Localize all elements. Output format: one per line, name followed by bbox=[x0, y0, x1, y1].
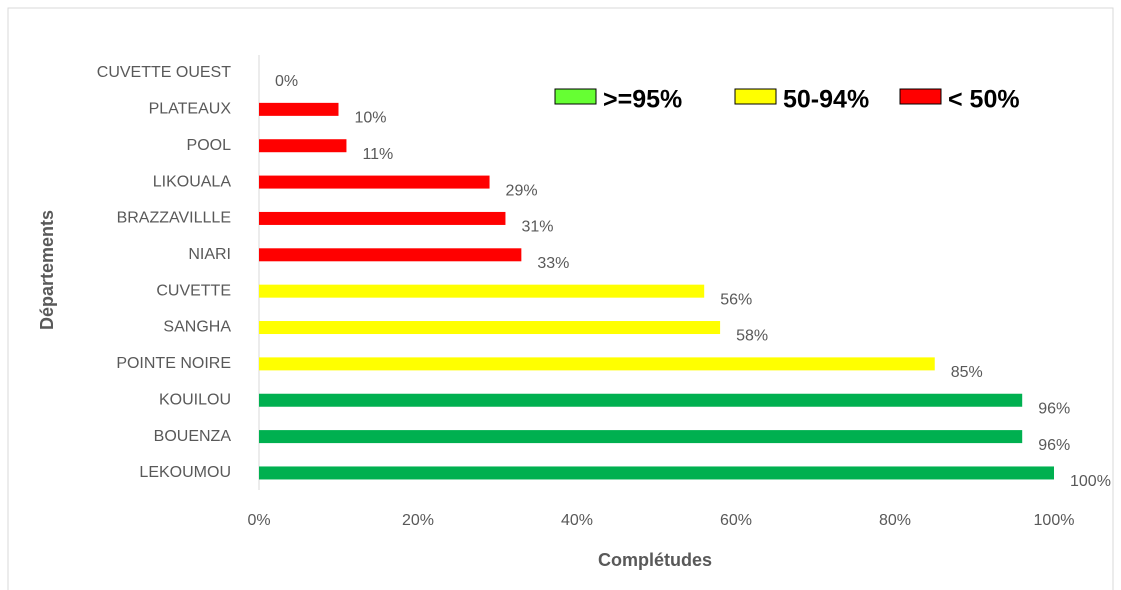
legend-swatch bbox=[554, 88, 597, 105]
bar bbox=[259, 357, 935, 371]
y-tick-label: PLATEAUX bbox=[149, 101, 232, 118]
y-tick-label: NIARI bbox=[188, 246, 231, 263]
y-tick-label: CUVETTE OUEST bbox=[97, 64, 231, 81]
bar bbox=[259, 175, 490, 189]
x-tick-label: 60% bbox=[720, 512, 752, 529]
y-tick-label: LIKOUALA bbox=[153, 173, 232, 190]
legend-label: < 50% bbox=[948, 86, 1020, 114]
data-label: 11% bbox=[362, 146, 393, 163]
data-label: 0% bbox=[275, 73, 298, 90]
bar bbox=[259, 430, 1023, 444]
data-label: 100% bbox=[1070, 473, 1111, 490]
data-label: 31% bbox=[521, 219, 553, 236]
y-axis-title: Départements bbox=[37, 210, 57, 330]
legend-swatch bbox=[899, 88, 942, 105]
bar bbox=[259, 466, 1054, 480]
bar bbox=[259, 211, 506, 225]
bar bbox=[259, 102, 339, 116]
y-tick-label: BRAZZAVILLLE bbox=[117, 210, 231, 227]
legend-swatch bbox=[734, 88, 777, 105]
data-label: 96% bbox=[1038, 437, 1070, 454]
x-tick-label: 0% bbox=[247, 512, 270, 529]
y-tick-label: KOUILOU bbox=[159, 391, 231, 408]
data-label: 85% bbox=[951, 364, 983, 381]
x-tick-label: 80% bbox=[879, 512, 911, 529]
data-label: 33% bbox=[537, 255, 569, 272]
y-tick-label: SANGHA bbox=[163, 319, 231, 336]
data-label: 58% bbox=[736, 328, 768, 345]
y-tick-label: BOUENZA bbox=[154, 428, 232, 445]
data-label: 10% bbox=[355, 110, 387, 127]
y-tick-label: POOL bbox=[187, 137, 232, 154]
bar bbox=[259, 284, 705, 298]
x-tick-label: 100% bbox=[1034, 512, 1075, 529]
bar bbox=[259, 139, 347, 153]
x-axis-title: Complétudes bbox=[598, 550, 712, 570]
y-tick-label: LEKOUMOU bbox=[139, 464, 231, 481]
y-tick-label: CUVETTE bbox=[156, 282, 231, 299]
bar bbox=[259, 393, 1023, 407]
chart-border bbox=[7, 7, 1114, 590]
data-label: 56% bbox=[720, 291, 752, 308]
bar bbox=[259, 321, 721, 335]
data-label: 29% bbox=[506, 182, 538, 199]
x-tick-label: 20% bbox=[402, 512, 434, 529]
legend-label: >=95% bbox=[603, 86, 682, 114]
data-label: 96% bbox=[1038, 400, 1070, 417]
y-tick-label: POINTE NOIRE bbox=[116, 355, 231, 372]
x-tick-label: 40% bbox=[561, 512, 593, 529]
bar bbox=[259, 248, 522, 262]
legend-label: 50-94% bbox=[783, 86, 869, 114]
